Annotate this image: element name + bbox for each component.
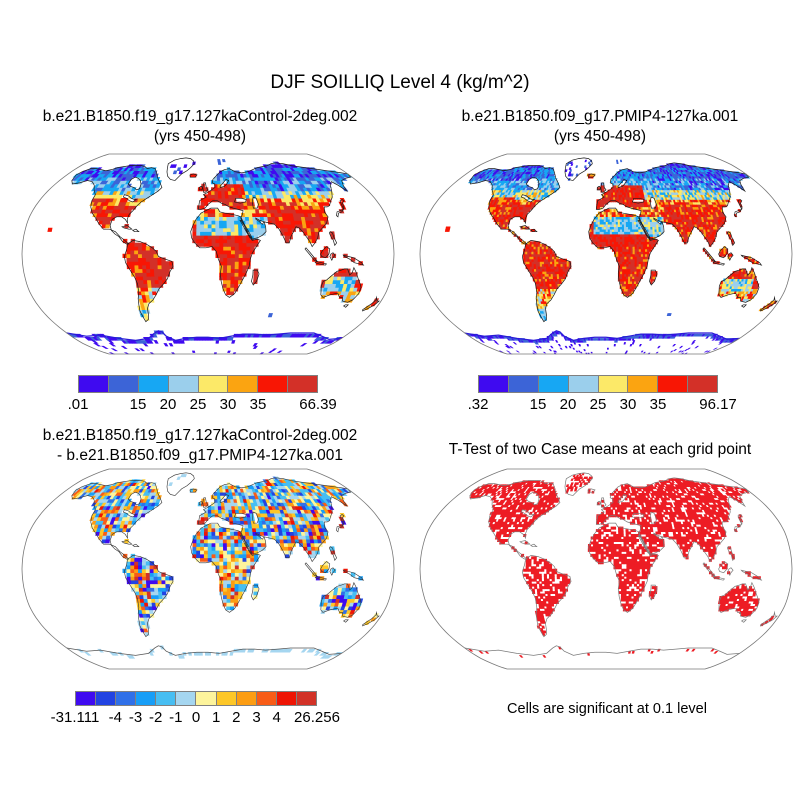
colorbar-segment (196, 692, 217, 705)
panel-title-difference: b.e21.B1850.f19_g17.127kaControl-2deg.00… (0, 426, 400, 465)
colorbar-segment (108, 376, 139, 392)
colorbar-segment (76, 692, 97, 705)
colorbar-segment (228, 376, 259, 392)
colorbar-segment (658, 376, 689, 392)
colorbar-pmip4-ticks: .32 15 20 25 30 35 96.17 (468, 396, 737, 414)
colorbar-segment (688, 376, 717, 392)
colorbar-segment (168, 376, 199, 392)
colorbar-tick-label: 25 (589, 396, 607, 413)
colorbar-tick-label: 20 (159, 396, 177, 413)
panel-title-pmip4: b.e21.B1850.f09_g17.PMIP4-127ka.001 (yrs… (400, 107, 800, 146)
colorbar-segment (79, 376, 109, 392)
colorbar-difference-ticks: -31.111 -4 -3 -2 -1 0 1 2 3 4 26.256 (51, 709, 340, 727)
colorbar-segment (236, 692, 257, 705)
colorbar-segment (96, 692, 117, 705)
colorbar-segment (479, 376, 509, 392)
colorbar-segment (598, 376, 629, 392)
colorbar-tick-label: 15 (129, 396, 147, 413)
panel-title-control-years: (yrs 450-498) (153, 127, 247, 145)
colorbar-segment (628, 376, 659, 392)
colorbar-segment (256, 692, 277, 705)
colorbar-tick-label: 4 (272, 709, 281, 726)
colorbar-tick-label: 15 (529, 396, 547, 413)
colorbar-segment (116, 692, 137, 705)
panel-title-difference-line1: b.e21.B1850.f19_g17.127kaControl-2deg.00… (42, 427, 358, 444)
panel-title-difference-line2: - b.e21.B1850.f09_g17.PMIP4-127ka.001 (56, 446, 344, 464)
colorbar-tick-label: 0 (191, 709, 201, 726)
figure-title: DJF SOILLIQ Level 4 (kg/m^2) (270, 72, 530, 93)
colorbar-segment (176, 692, 197, 705)
colorbar-tick-label: -2 (148, 709, 163, 726)
colorbar-tick-label: 96.17 (699, 396, 737, 413)
colorbar-segment (508, 376, 539, 392)
colorbar-segment (156, 692, 177, 705)
colorbar-tick-label: 20 (559, 396, 577, 413)
map-control-canvas (19, 149, 397, 362)
map-pmip4-canvas (417, 149, 795, 362)
colorbar-segment (198, 376, 229, 392)
map-ttest-canvas (417, 464, 795, 677)
panel-title-control-line1: b.e21.B1850.f19_g17.127kaControl-2deg.00… (42, 108, 358, 125)
colorbar-tick-label: .32 (467, 396, 489, 413)
map-difference-canvas (19, 464, 397, 677)
colorbar-tick-label: -1 (169, 709, 183, 726)
colorbar-tick-label: 1 (211, 709, 221, 726)
colorbar-segment (216, 692, 237, 705)
colorbar-segment (258, 376, 289, 392)
panel-title-pmip4-line1: b.e21.B1850.f09_g17.PMIP4-127ka.001 (461, 108, 739, 125)
colorbar-segment (538, 376, 569, 392)
panel-title-control: b.e21.B1850.f19_g17.127kaControl-2deg.00… (0, 107, 400, 146)
colorbar-tick-label: .01 (67, 396, 89, 413)
colorbar-control-ticks: .01 15 20 25 30 35 66.39 (68, 396, 337, 414)
colorbar-segment (288, 376, 317, 392)
colorbar-tick-label: 26.256 (294, 709, 340, 726)
colorbar-tick-label: -4 (108, 709, 122, 726)
colorbar-segment (138, 376, 169, 392)
colorbar-tick-label: 30 (619, 396, 637, 413)
colorbar-segment (276, 692, 297, 705)
panel-title-pmip4-years: (yrs 450-498) (553, 127, 647, 145)
ttest-significance-caption: Cells are significant at 0.1 level (507, 701, 707, 717)
colorbar-tick-label: 3 (252, 709, 261, 726)
colorbar-tick-label: -3 (128, 709, 143, 726)
colorbar-control (78, 375, 318, 393)
colorbar-tick-label: 66.39 (299, 396, 337, 413)
colorbar-tick-label: 35 (649, 396, 667, 413)
colorbar-segment (296, 692, 316, 705)
colorbar-tick-label: -31.111 (50, 709, 100, 726)
colorbar-segment (136, 692, 157, 705)
panel-title-ttest: T-Test of two Case means at each grid po… (448, 441, 752, 458)
colorbar-segment (568, 376, 599, 392)
colorbar-tick-label: 25 (189, 396, 207, 413)
colorbar-difference (75, 691, 317, 706)
colorbar-tick-label: 30 (219, 396, 237, 413)
colorbar-tick-label: 35 (249, 396, 267, 413)
colorbar-pmip4 (478, 375, 718, 393)
colorbar-tick-label: 2 (232, 709, 241, 726)
